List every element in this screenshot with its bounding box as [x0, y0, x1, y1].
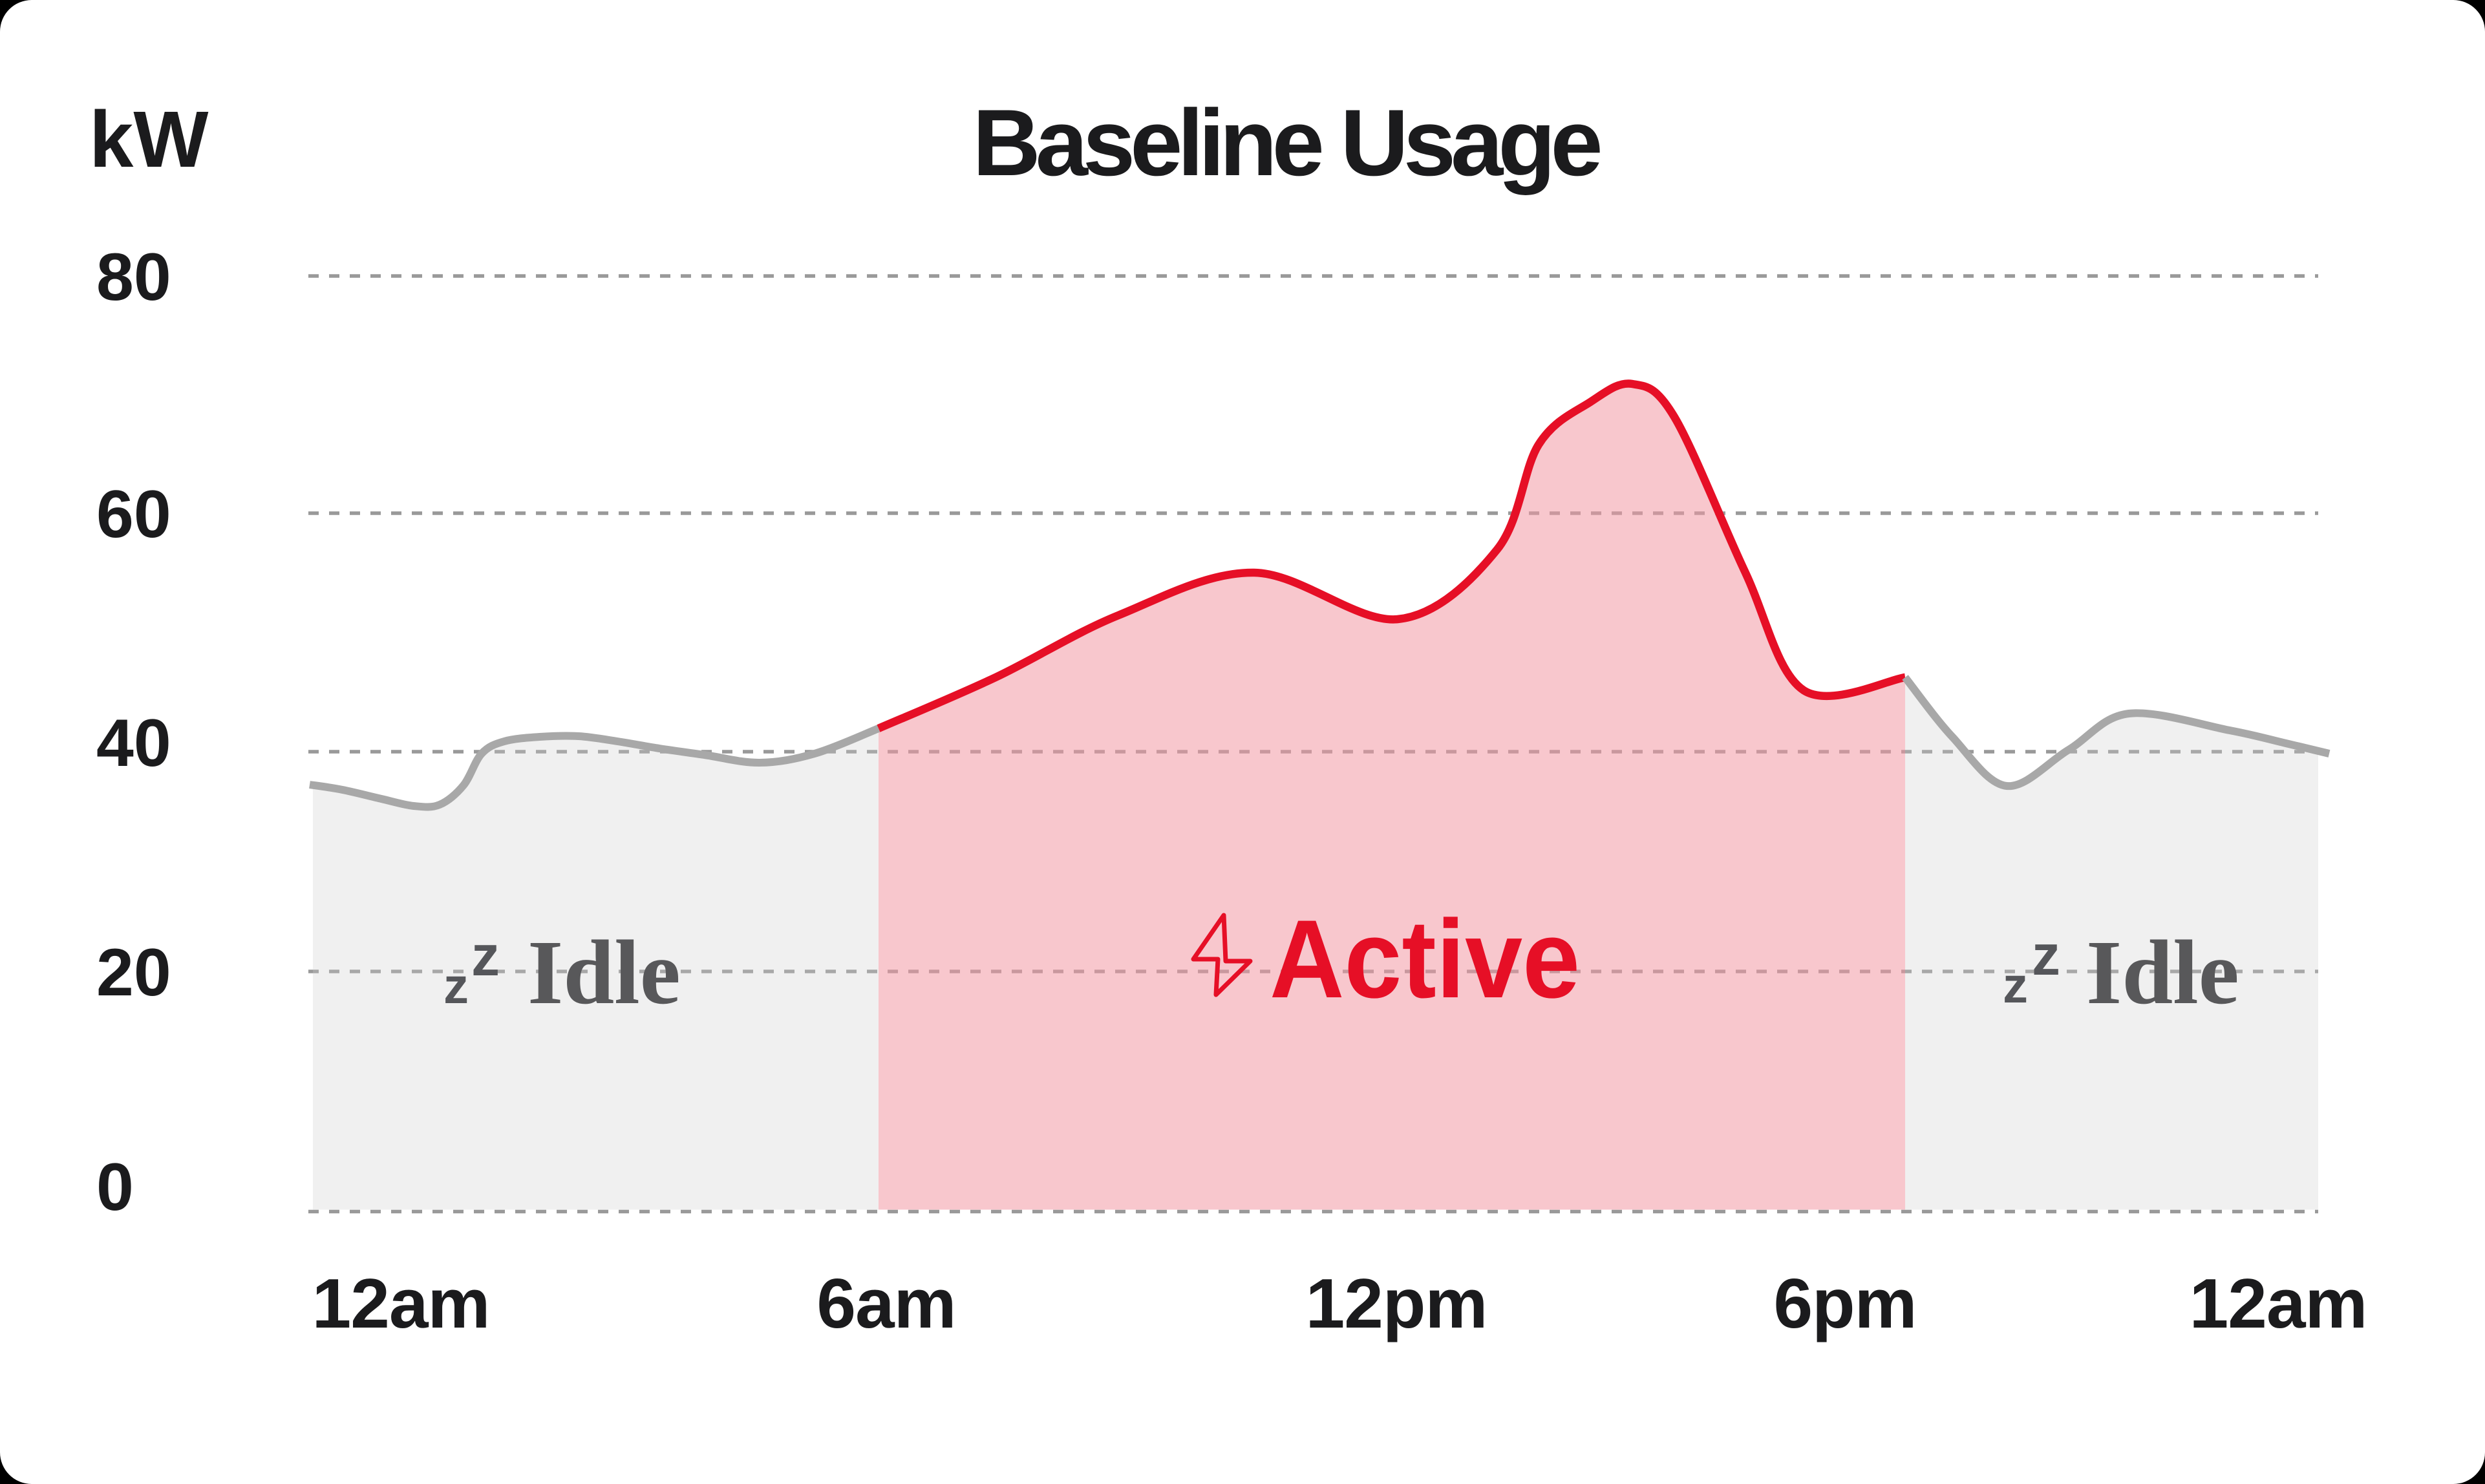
svg-text:kW: kW — [89, 96, 209, 184]
svg-text:80: 80 — [96, 240, 171, 315]
svg-text:Idle: Idle — [528, 921, 681, 1023]
svg-text:6pm: 6pm — [1773, 1264, 1916, 1343]
svg-text:z: z — [2003, 957, 2028, 1013]
svg-text:40: 40 — [96, 706, 171, 781]
svg-text:6am: 6am — [816, 1264, 955, 1343]
svg-text:z: z — [443, 957, 469, 1014]
svg-text:Active: Active — [1270, 898, 1580, 1022]
svg-text:0: 0 — [96, 1150, 134, 1225]
svg-text:z: z — [2032, 923, 2060, 987]
svg-text:Baseline Usage: Baseline Usage — [972, 90, 1600, 195]
svg-text:z: z — [471, 924, 500, 988]
svg-text:Idle: Idle — [2086, 921, 2239, 1023]
svg-text:12am: 12am — [312, 1264, 490, 1343]
svg-text:12am: 12am — [2190, 1264, 2367, 1343]
svg-text:12pm: 12pm — [1306, 1264, 1488, 1343]
svg-text:20: 20 — [96, 935, 171, 1010]
svg-text:60: 60 — [96, 477, 171, 552]
